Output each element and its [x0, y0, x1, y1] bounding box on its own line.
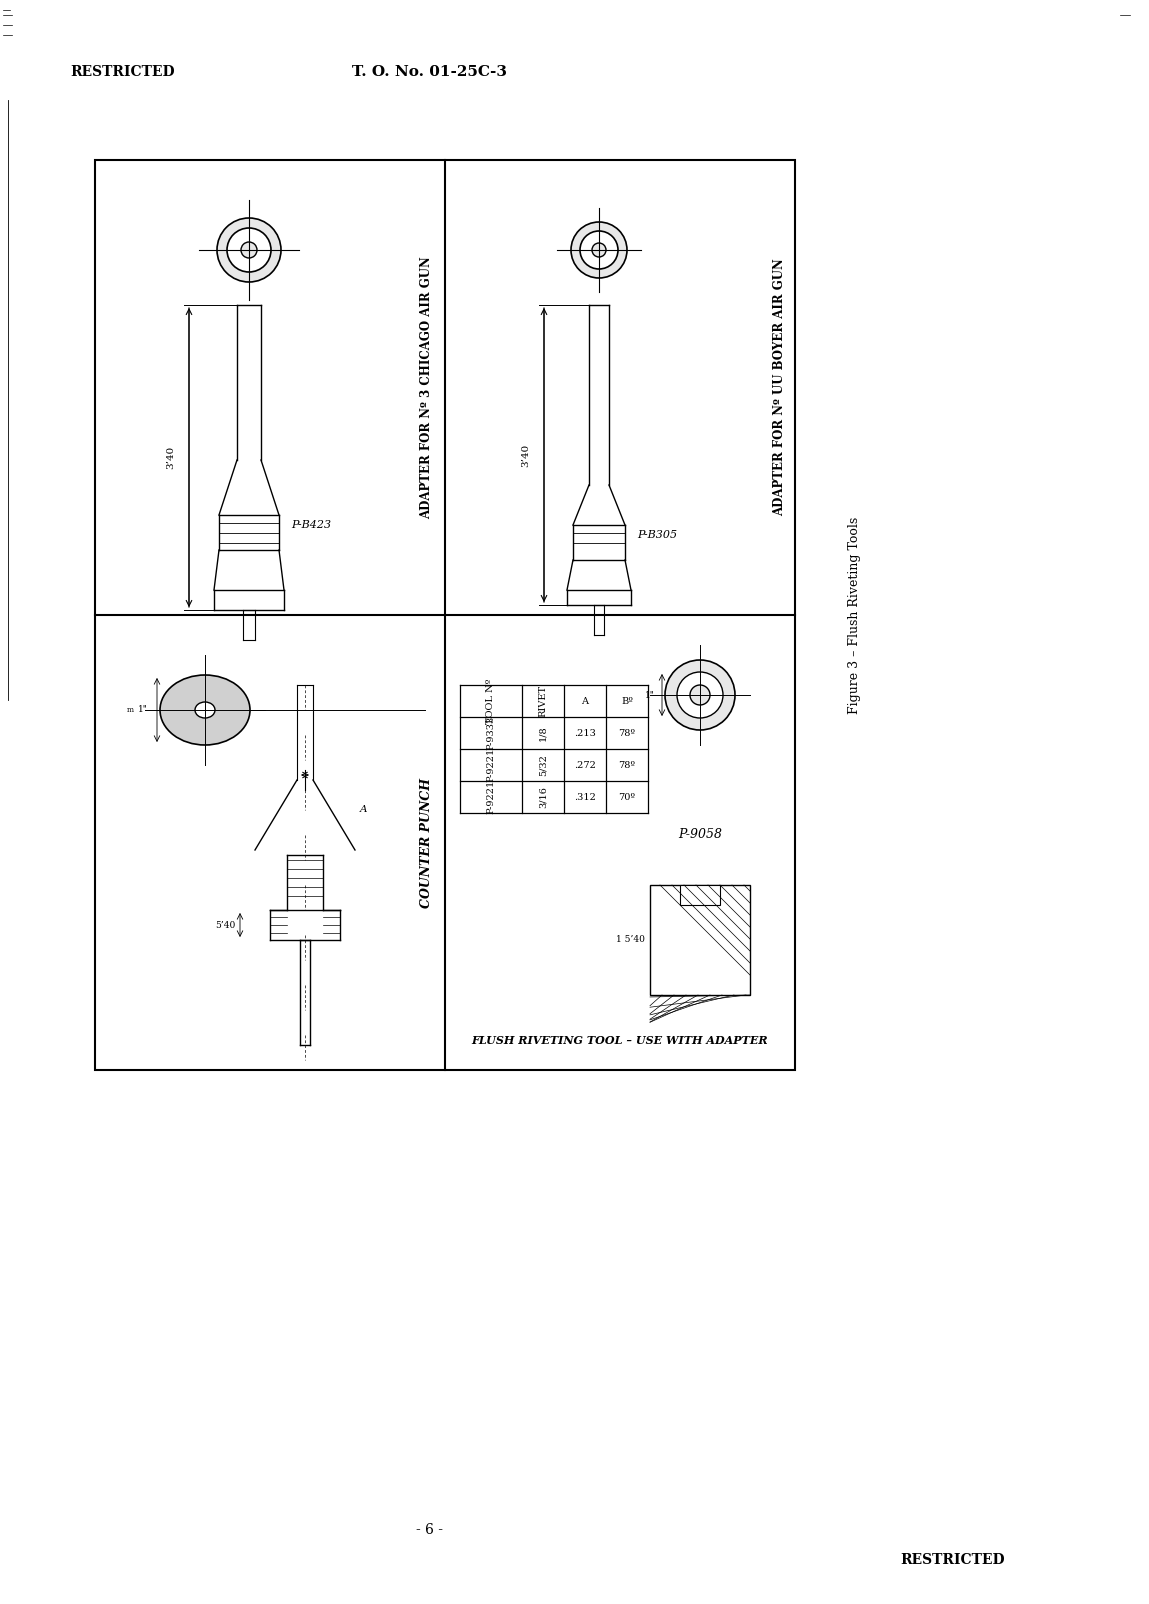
Text: .213: .213	[574, 728, 596, 738]
Circle shape	[241, 242, 257, 258]
Text: 78º: 78º	[618, 760, 635, 770]
Text: Bº: Bº	[620, 696, 633, 706]
Text: 1/8: 1/8	[539, 725, 548, 741]
Bar	[650, 885, 750, 994]
Text: RESTRICTED: RESTRICTED	[900, 1553, 1004, 1567]
Text: RIVET: RIVET	[539, 685, 548, 717]
Text: - 6 -: - 6 -	[416, 1524, 444, 1537]
Text: P-9058: P-9058	[678, 829, 722, 842]
Text: 3’40: 3’40	[522, 443, 531, 467]
Text: 1": 1"	[138, 706, 148, 714]
Text: 3’40: 3’40	[167, 446, 176, 468]
Text: COUNTER PUNCH: COUNTER PUNCH	[421, 778, 433, 908]
Text: .312: .312	[574, 792, 596, 802]
Text: P-B423: P-B423	[291, 520, 331, 529]
Circle shape	[677, 672, 723, 719]
Text: 78º: 78º	[618, 728, 635, 738]
Text: FLUSH RIVETING TOOL – USE WITH ADAPTER: FLUSH RIVETING TOOL – USE WITH ADAPTER	[472, 1035, 769, 1046]
Text: Figure 3 – Flush Riveting Tools: Figure 3 – Flush Riveting Tools	[848, 516, 862, 714]
Circle shape	[228, 228, 271, 273]
Circle shape	[217, 218, 282, 282]
Ellipse shape	[195, 703, 215, 719]
Text: 5/32: 5/32	[539, 754, 548, 776]
Text: 5’40: 5’40	[215, 921, 236, 929]
Text: P-9333: P-9333	[486, 715, 495, 751]
Text: RESTRICTED: RESTRICTED	[70, 66, 175, 79]
Text: 1": 1"	[645, 690, 655, 699]
Text: A: A	[360, 805, 368, 815]
Ellipse shape	[160, 675, 250, 744]
Bar	[680, 885, 720, 905]
Circle shape	[580, 231, 618, 269]
Text: P-9221: P-9221	[486, 747, 495, 783]
Circle shape	[571, 221, 627, 277]
Text: 3/16: 3/16	[539, 786, 548, 808]
Text: .272: .272	[574, 760, 596, 770]
Circle shape	[665, 659, 735, 730]
Text: P-B305: P-B305	[637, 529, 677, 541]
Text: T. O. No. 01-25C-3: T. O. No. 01-25C-3	[353, 66, 508, 79]
Text: A: A	[581, 696, 588, 706]
Text: 70º: 70º	[618, 792, 635, 802]
Circle shape	[592, 242, 606, 257]
Bar	[95, 160, 795, 1070]
Text: ADAPTER FOR Nº UU BOYER AIR GUN: ADAPTER FOR Nº UU BOYER AIR GUN	[773, 258, 787, 516]
Text: TOOL Nº: TOOL Nº	[486, 678, 495, 723]
Text: ADAPTER FOR Nº 3 CHICAGO AIR GUN: ADAPTER FOR Nº 3 CHICAGO AIR GUN	[421, 257, 433, 518]
Text: m: m	[126, 706, 133, 714]
Text: P-9221: P-9221	[486, 780, 495, 815]
Circle shape	[691, 685, 710, 706]
Text: 1 5’40: 1 5’40	[616, 935, 645, 945]
